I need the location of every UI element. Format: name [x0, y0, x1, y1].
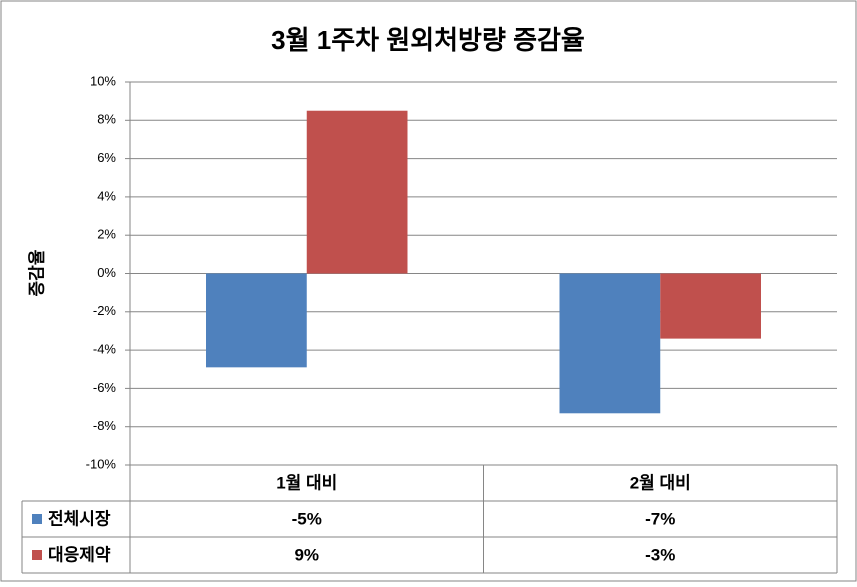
legend-label: 대응제약 [48, 544, 111, 564]
x-tick-label: 2월 대비 [630, 473, 691, 492]
y-axis-label: 증감율 [27, 249, 46, 296]
data-label: -7% [645, 509, 675, 528]
y-tick-label: -6% [93, 380, 117, 395]
y-tick-label: 2% [97, 227, 116, 242]
data-label: -3% [645, 545, 675, 564]
bar [306, 110, 408, 274]
y-tick-label: 4% [97, 188, 116, 203]
legend-label: 전체시장 [48, 509, 111, 528]
data-label: 9% [294, 545, 319, 564]
y-tick-label: 8% [97, 112, 116, 127]
y-tick-label: -2% [93, 303, 117, 318]
y-tick-label: -10% [86, 456, 117, 471]
y-tick-label: 10% [90, 73, 116, 88]
bar [559, 273, 661, 414]
y-tick-label: 0% [97, 265, 116, 280]
legend-key [32, 514, 42, 524]
bar [660, 273, 761, 339]
x-tick-label: 1월 대비 [276, 473, 337, 492]
y-tick-label: 6% [97, 150, 116, 165]
y-tick-label: -8% [93, 418, 117, 433]
data-label: -5% [292, 509, 322, 528]
chart-title: 3월 1주차 원외처방량 증감율 [271, 25, 585, 55]
legend-key [32, 550, 42, 560]
bar [206, 273, 307, 368]
y-tick-label: -4% [93, 342, 117, 357]
